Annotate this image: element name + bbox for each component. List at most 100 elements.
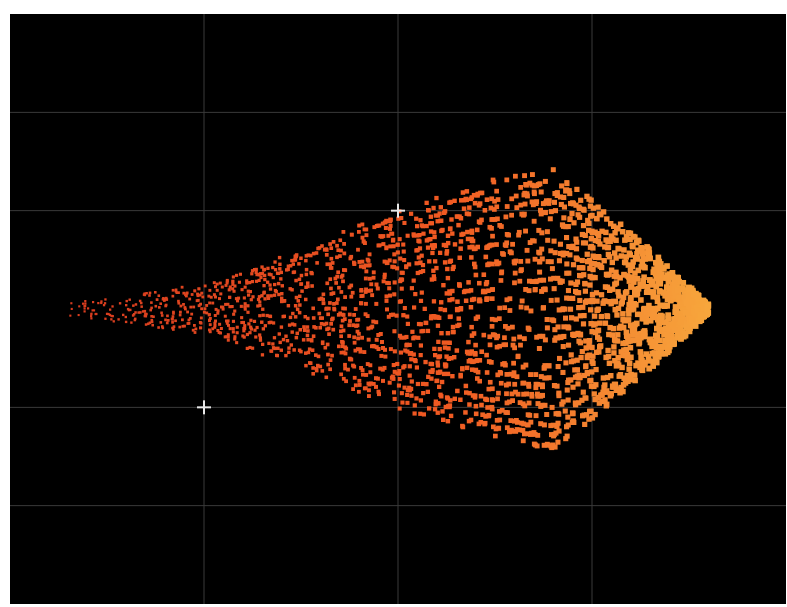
scatter-point xyxy=(140,301,143,305)
scatter-point xyxy=(688,316,695,323)
scatter-point xyxy=(475,376,480,381)
scatter-point xyxy=(352,335,357,340)
scatter-point xyxy=(630,326,636,333)
scatter-point xyxy=(388,226,392,231)
scatter-point xyxy=(653,283,660,290)
scatter-point xyxy=(591,391,597,397)
scatter-point xyxy=(282,299,287,303)
scatter-point xyxy=(487,334,493,340)
scatter-point xyxy=(496,260,502,266)
scatter-point xyxy=(564,387,570,393)
scatter-point xyxy=(532,287,538,292)
scatter-point xyxy=(240,321,244,325)
scatter-point xyxy=(380,367,385,372)
scatter-point xyxy=(198,293,202,297)
scatter-point xyxy=(360,235,365,240)
scatter-point xyxy=(578,355,584,361)
scatter-point xyxy=(287,323,292,327)
scatter-point xyxy=(630,331,636,338)
scatter-point xyxy=(523,182,529,187)
scatter-point xyxy=(484,352,489,358)
scatter-point xyxy=(327,306,331,311)
scatter-point xyxy=(171,288,175,292)
scatter-point xyxy=(538,421,544,427)
scatter-point xyxy=(468,305,474,310)
scatter-point xyxy=(659,272,665,278)
scatter-point xyxy=(422,306,427,311)
scatter-point xyxy=(542,337,548,343)
scatter-point xyxy=(620,340,626,347)
scatter-point xyxy=(570,295,576,301)
scatter-point xyxy=(469,324,474,330)
scatter-point xyxy=(501,342,507,348)
scatter-point xyxy=(551,433,557,439)
scatter-point xyxy=(460,423,465,429)
scatter-point xyxy=(122,313,125,317)
scatter-point xyxy=(411,232,416,237)
scatter-point xyxy=(224,335,228,339)
scatter-point xyxy=(521,380,527,386)
scatter-point xyxy=(571,220,577,226)
scatter-point xyxy=(564,181,570,187)
scatter-point xyxy=(565,325,571,331)
scatter-point xyxy=(319,322,324,326)
scatter-point xyxy=(132,313,136,316)
scatter-point xyxy=(231,282,235,286)
scatter-point xyxy=(171,326,174,330)
scatter-point xyxy=(269,273,273,277)
scatter-point xyxy=(609,383,616,389)
scatter-point xyxy=(620,324,627,331)
scatter-point xyxy=(532,191,537,197)
scatter-point xyxy=(665,315,671,322)
scatter-point xyxy=(506,232,511,238)
scatter-point xyxy=(224,302,228,306)
scatter-point xyxy=(617,221,624,227)
scatter-point xyxy=(359,301,364,306)
scatter-point xyxy=(343,295,347,299)
scatter-point xyxy=(421,412,426,417)
scatter-point xyxy=(324,248,329,252)
scatter-point xyxy=(214,307,218,311)
scatter-point xyxy=(580,223,587,229)
scatter-point xyxy=(592,411,598,418)
scatter-point xyxy=(339,350,344,355)
scatter-point xyxy=(511,370,517,376)
scatter-point xyxy=(183,306,187,309)
scatter-point xyxy=(589,298,596,305)
scatter-point xyxy=(280,284,284,288)
scatter-point xyxy=(211,301,215,305)
scatter-point xyxy=(405,321,410,326)
scatter-point xyxy=(483,414,488,419)
scatter-point xyxy=(579,231,585,238)
scatter-point xyxy=(519,211,525,217)
scatter-point xyxy=(590,353,596,359)
scatter-point xyxy=(432,407,438,412)
scatter-point xyxy=(460,366,465,371)
scatter-point xyxy=(531,218,537,224)
scatter-point xyxy=(646,302,652,309)
scatter-point xyxy=(272,293,277,297)
scatter-point xyxy=(174,290,178,293)
scatter-point xyxy=(412,358,418,363)
scatter-point xyxy=(464,189,470,194)
scatter-point xyxy=(567,216,573,222)
scatter-point xyxy=(298,294,302,298)
scatter-point xyxy=(676,294,682,301)
scatter-point xyxy=(261,342,265,346)
scatter-point xyxy=(438,250,443,255)
scatter-point xyxy=(698,311,705,318)
scatter-point xyxy=(592,396,598,403)
scatter-point xyxy=(563,188,569,194)
scatter-point xyxy=(339,372,343,377)
scatter-point xyxy=(174,288,178,292)
scatter-point xyxy=(162,297,166,301)
scatter-point xyxy=(627,252,633,258)
scatter-point xyxy=(588,236,594,242)
scatter-point xyxy=(692,323,699,329)
scatter-point xyxy=(441,340,447,345)
scatter-point xyxy=(478,393,484,399)
scatter-point xyxy=(595,327,602,333)
scatter-point xyxy=(400,400,405,405)
scatter-point xyxy=(562,408,568,414)
scatter-point xyxy=(185,294,188,298)
